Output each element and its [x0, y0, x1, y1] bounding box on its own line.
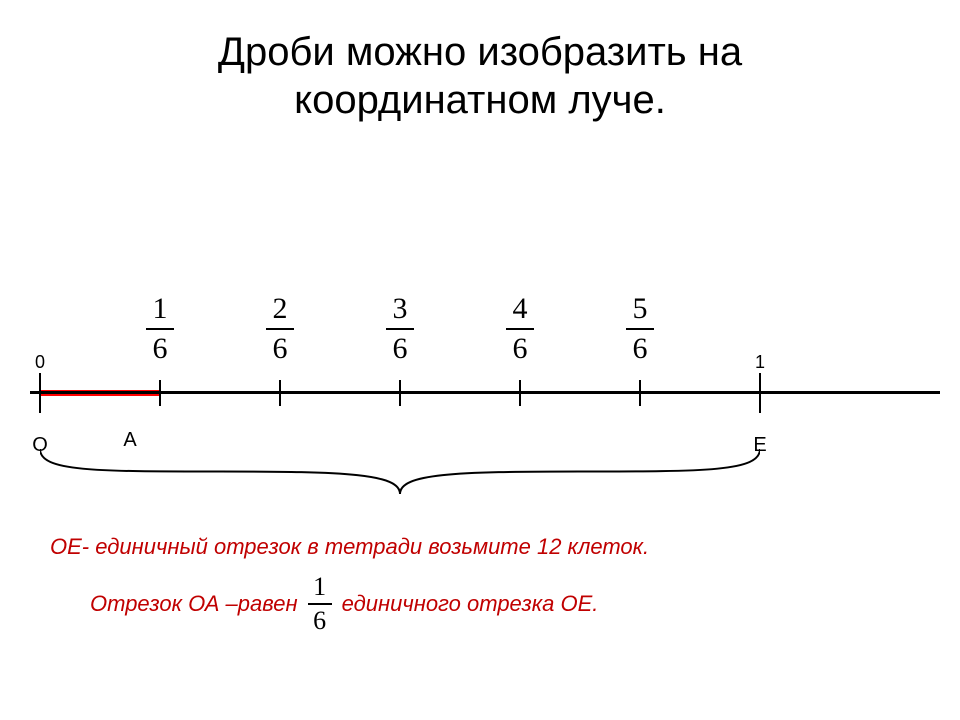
one-label: 1 [755, 352, 765, 373]
note-oe-segment: OE- единичный отрезок в тетради возьмите… [50, 534, 649, 560]
tick-3 [399, 380, 401, 406]
fraction-numerator: 1 [146, 294, 174, 324]
origin-label: 0 [35, 352, 45, 373]
tick-6 [759, 373, 761, 413]
note2-after: единичного отрезка ОЕ. [342, 591, 599, 617]
fraction-1-6: 1 6 [146, 294, 174, 364]
page-title: Дроби можно изобразить на координатном л… [0, 0, 960, 124]
title-line-2: координатном луче. [294, 78, 666, 122]
tick-4 [519, 380, 521, 406]
tick-2 [279, 380, 281, 406]
tick-0 [39, 373, 41, 413]
note2-before: Отрезок ОА –равен [90, 591, 298, 617]
fraction-5-6: 5 6 [626, 294, 654, 364]
title-line-1: Дроби можно изобразить на [218, 30, 742, 74]
fraction-2-6: 2 6 [266, 294, 294, 364]
fraction-bar [146, 328, 174, 330]
tick-5 [639, 380, 641, 406]
fraction-denominator: 6 [146, 334, 174, 364]
fraction-3-6: 3 6 [386, 294, 414, 364]
brace-oe [40, 449, 760, 504]
number-line-axis [30, 391, 940, 394]
note-oa-fraction: Отрезок ОА –равен 1 6 единичного отрезка… [90, 574, 598, 634]
tick-1 [159, 380, 161, 406]
note2-fraction: 1 6 [308, 574, 332, 634]
number-line-area: 1 6 2 6 3 6 4 6 5 6 0 1 O A E OE- еди [0, 314, 960, 654]
fraction-4-6: 4 6 [506, 294, 534, 364]
